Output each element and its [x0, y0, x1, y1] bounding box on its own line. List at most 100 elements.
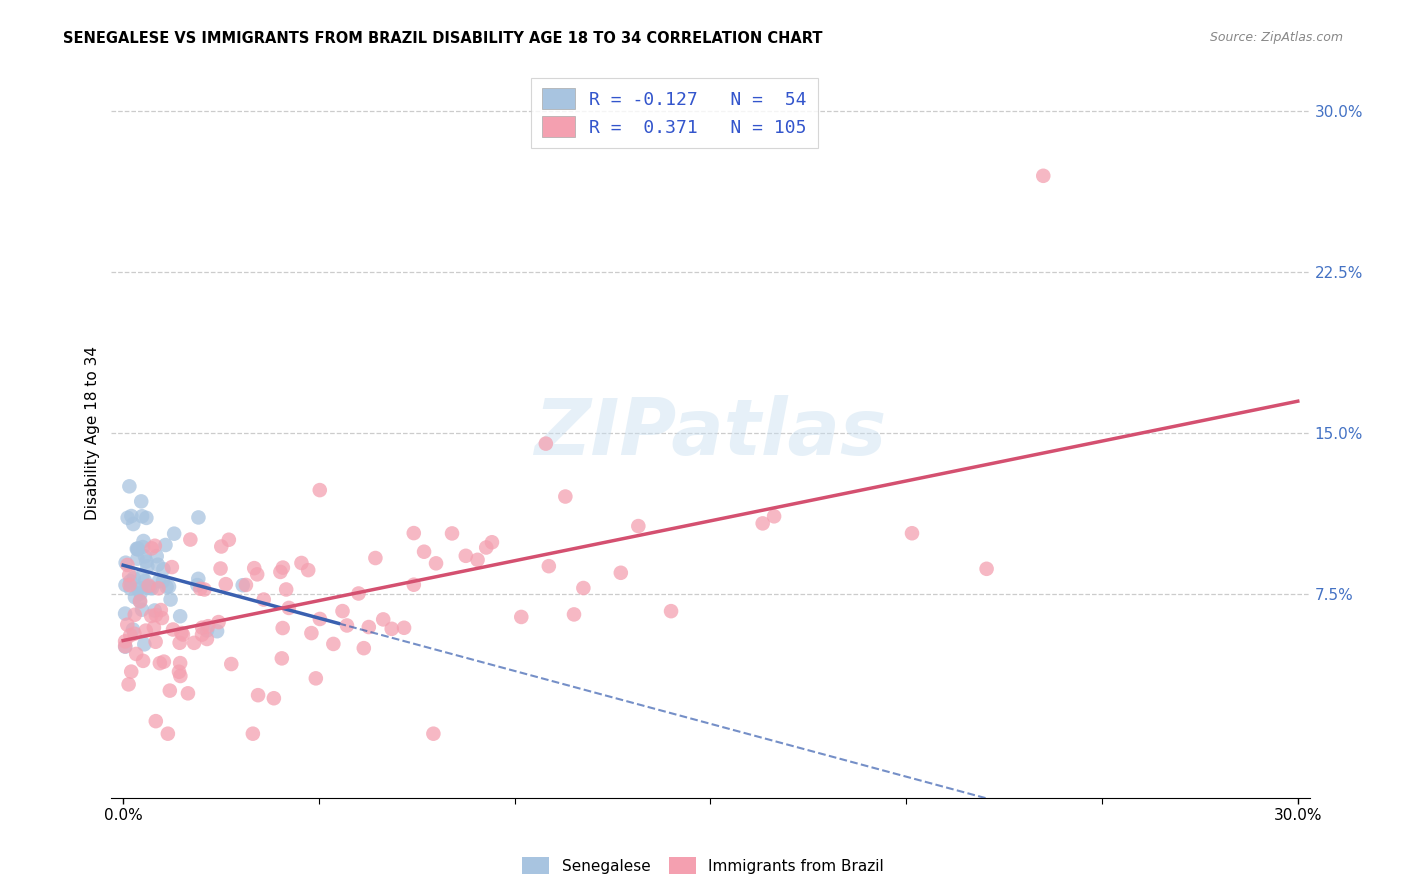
Point — [129, 582, 152, 596]
Text: Source: ZipAtlas.com: Source: ZipAtlas.com — [1209, 31, 1343, 45]
Point — [425, 557, 447, 571]
Point — [271, 621, 294, 635]
Point — [155, 538, 177, 552]
Point — [246, 567, 269, 582]
Point — [373, 612, 395, 626]
Point — [207, 615, 229, 629]
Point — [763, 509, 786, 524]
Point — [170, 626, 193, 640]
Point — [276, 582, 298, 597]
Point — [332, 604, 354, 618]
Point — [152, 562, 174, 576]
Point — [131, 603, 153, 617]
Point — [163, 526, 186, 541]
Point — [132, 534, 155, 549]
Point — [156, 580, 179, 594]
Point — [125, 541, 148, 556]
Point — [120, 582, 142, 596]
Point — [122, 623, 145, 637]
Point — [135, 511, 157, 525]
Point — [142, 621, 165, 635]
Point — [150, 611, 173, 625]
Point — [269, 565, 291, 579]
Point — [167, 665, 190, 679]
Point — [114, 556, 136, 570]
Point — [534, 436, 557, 450]
Point — [209, 540, 232, 554]
Point — [124, 626, 146, 640]
Point — [232, 578, 254, 592]
Point — [159, 592, 181, 607]
Point — [120, 628, 142, 642]
Point — [124, 607, 146, 622]
Point — [554, 490, 576, 504]
Point — [127, 542, 149, 557]
Point — [117, 677, 139, 691]
Point — [160, 560, 183, 574]
Point — [159, 683, 181, 698]
Point — [136, 559, 159, 574]
Point — [562, 607, 585, 622]
Point — [118, 479, 141, 493]
Point — [218, 533, 240, 547]
Point — [357, 620, 380, 634]
Point — [392, 621, 415, 635]
Point — [114, 640, 136, 654]
Point — [148, 582, 170, 596]
Point — [153, 655, 176, 669]
Point — [402, 578, 425, 592]
Point — [177, 686, 200, 700]
Point — [193, 582, 215, 597]
Point — [1032, 169, 1054, 183]
Point — [162, 623, 184, 637]
Point — [305, 671, 328, 685]
Point — [131, 569, 153, 583]
Point — [271, 560, 294, 574]
Point — [128, 594, 150, 608]
Point — [205, 624, 228, 639]
Point — [143, 539, 166, 553]
Point — [114, 607, 136, 621]
Point — [117, 511, 139, 525]
Point — [422, 727, 444, 741]
Point — [336, 618, 359, 632]
Point — [148, 574, 170, 589]
Point — [263, 691, 285, 706]
Point — [169, 609, 191, 624]
Point — [454, 549, 477, 563]
Point — [145, 634, 167, 648]
Point — [209, 561, 232, 575]
Point — [572, 581, 595, 595]
Point — [152, 574, 174, 589]
Point — [183, 636, 205, 650]
Point — [191, 621, 214, 635]
Point — [381, 622, 404, 636]
Point — [114, 640, 136, 654]
Point — [290, 556, 312, 570]
Point — [169, 656, 191, 670]
Point — [627, 519, 650, 533]
Point — [402, 526, 425, 541]
Legend: Senegalese, Immigrants from Brazil: Senegalese, Immigrants from Brazil — [516, 851, 890, 880]
Text: SENEGALESE VS IMMIGRANTS FROM BRAZIL DISABILITY AGE 18 TO 34 CORRELATION CHART: SENEGALESE VS IMMIGRANTS FROM BRAZIL DIS… — [63, 31, 823, 46]
Point — [297, 563, 319, 577]
Point — [481, 535, 503, 549]
Point — [195, 624, 218, 638]
Point — [141, 541, 163, 556]
Point — [364, 551, 387, 566]
Point — [145, 714, 167, 728]
Point — [187, 572, 209, 586]
Point — [141, 608, 163, 623]
Text: ZIPatlas: ZIPatlas — [534, 395, 887, 471]
Point — [172, 627, 194, 641]
Point — [122, 517, 145, 532]
Point — [186, 578, 208, 592]
Point — [610, 566, 633, 580]
Point — [127, 551, 149, 566]
Point — [347, 586, 370, 600]
Point — [413, 545, 436, 559]
Point — [138, 579, 160, 593]
Point — [751, 516, 773, 531]
Point — [122, 571, 145, 585]
Point — [135, 554, 157, 568]
